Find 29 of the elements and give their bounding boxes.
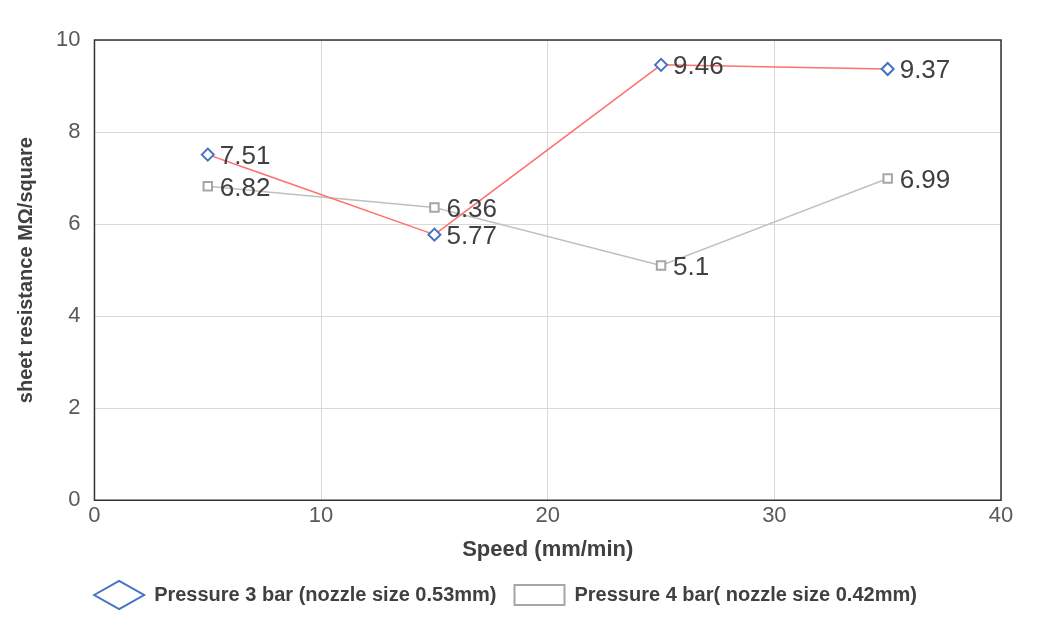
- data-label: 6.99: [899, 163, 951, 194]
- point: [429, 202, 440, 213]
- data-label: 5.1: [673, 250, 710, 281]
- data-label: 9.37: [899, 54, 951, 85]
- y-tick-label: 10: [55, 26, 81, 52]
- point: [882, 173, 893, 184]
- legend-label: Pressure 3 bar (nozzle size 0.53mm): [154, 582, 497, 605]
- point: [880, 61, 895, 76]
- x-tick-label: 10: [308, 502, 334, 528]
- point: [655, 260, 667, 271]
- data-label: 5.77: [446, 219, 498, 250]
- x-tick-label: 40: [988, 502, 1014, 528]
- x-tick-label: 20: [535, 502, 560, 528]
- legend-label: Pressure 4 bar( nozzle size 0.42mm): [574, 582, 917, 605]
- y-tick-label: 8: [68, 118, 81, 144]
- x-axis-title: Speed (mm/min): [462, 535, 634, 561]
- x-tick-label: 0: [88, 502, 101, 528]
- y-tick-label: 2: [68, 394, 81, 420]
- point: [200, 147, 215, 162]
- y-tick-label: 4: [68, 302, 81, 328]
- point: [654, 57, 669, 72]
- data-label: 6.82: [219, 171, 271, 202]
- point: [427, 227, 442, 242]
- x-tick-label: 30: [762, 502, 787, 528]
- y-tick-label: 0: [68, 486, 81, 512]
- point: [202, 181, 214, 192]
- y-axis-title: sheet resistance MΩ/square: [13, 137, 36, 404]
- data-label: 7.51: [219, 139, 271, 170]
- y-tick-label: 6: [68, 210, 81, 236]
